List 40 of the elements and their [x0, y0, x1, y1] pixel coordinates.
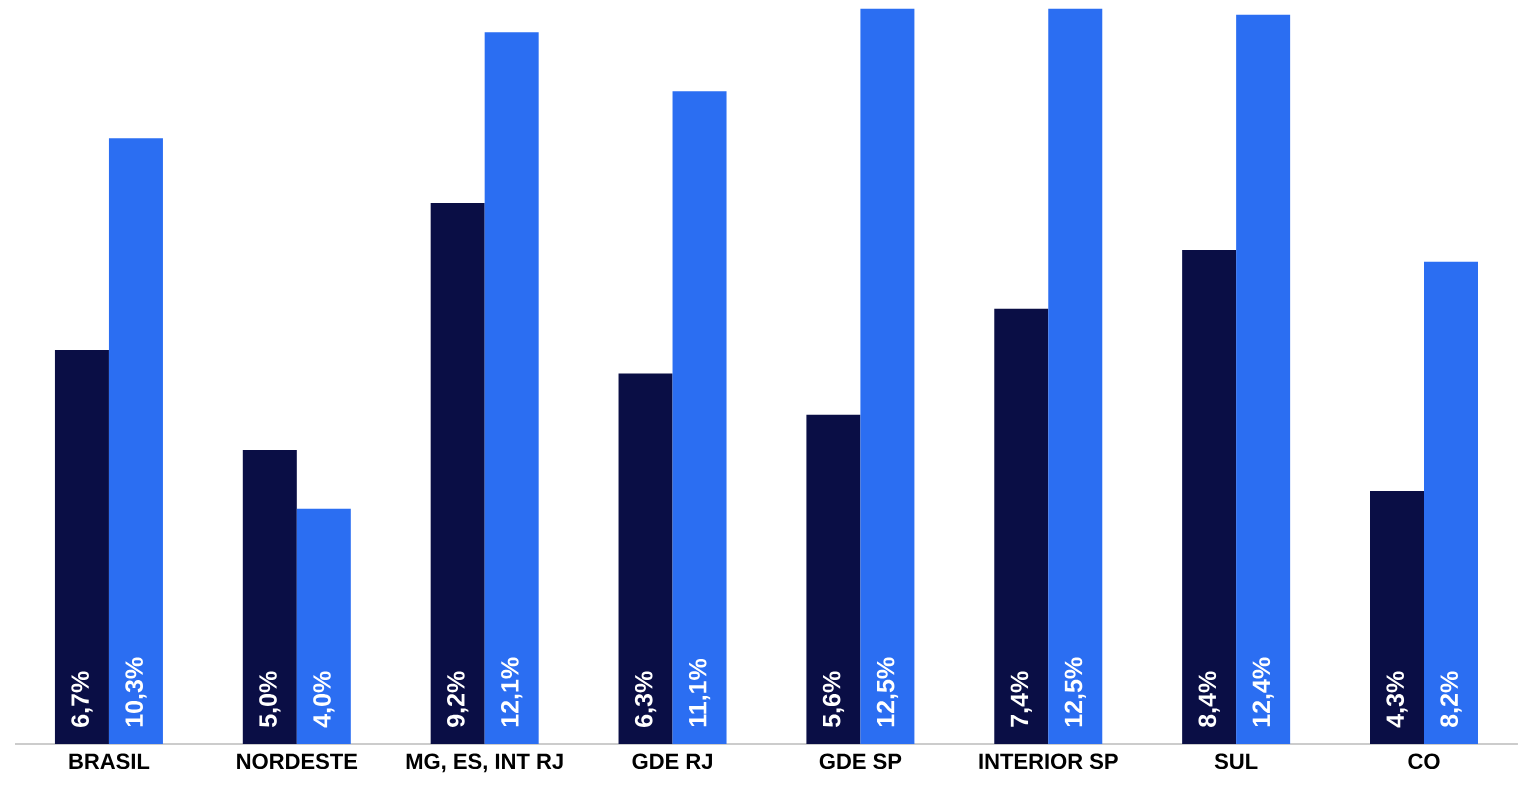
data-label: 12,4%: [1252, 657, 1274, 727]
bar: [806, 414, 861, 744]
bar: [484, 32, 539, 744]
bar: [1236, 14, 1291, 744]
data-label: 6,3%: [634, 671, 657, 727]
bar: [1182, 249, 1237, 744]
x-tick-label: NORDESTE: [237, 753, 358, 770]
data-label: 9,2%: [447, 671, 469, 727]
data-label: 11,1%: [688, 658, 711, 727]
data-label: 8,4%: [1198, 671, 1220, 727]
bar: [1424, 261, 1478, 744]
data-label: 5,6%: [822, 671, 845, 728]
x-tick-label: MG, ES, INT RJ: [406, 753, 563, 773]
x-tick-label: BRASIL: [69, 753, 150, 770]
data-label: 8,2%: [1440, 671, 1462, 727]
bar: [430, 202, 485, 744]
data-label: 4,0%: [313, 671, 335, 728]
data-label: 7,4%: [1010, 671, 1032, 727]
x-tick-label: CO: [1408, 753, 1440, 770]
x-tick-label: GDE SP: [819, 753, 902, 770]
x-tick-label: GDE RJ: [632, 753, 712, 770]
x-tick-label: SUL: [1214, 753, 1258, 770]
data-label: 12,1%: [501, 657, 523, 727]
bar: [1370, 491, 1424, 744]
bar: [108, 138, 163, 744]
x-tick-label: INTERIOR SP: [979, 753, 1118, 770]
data-label: 10,3%: [125, 657, 147, 727]
bar: [1048, 8, 1103, 744]
data-label: 12,5%: [1064, 657, 1086, 727]
data-label: 6,7%: [71, 671, 93, 727]
data-label: 4,3%: [1386, 671, 1408, 728]
bar: [860, 8, 915, 744]
data-label: 5,0%: [259, 671, 281, 728]
bar: [54, 349, 109, 744]
bar: [994, 308, 1049, 744]
bar: [618, 373, 673, 744]
bar: [242, 449, 297, 744]
bar: [296, 508, 351, 744]
data-label: 12,5%: [876, 657, 899, 727]
bar: [672, 91, 727, 744]
